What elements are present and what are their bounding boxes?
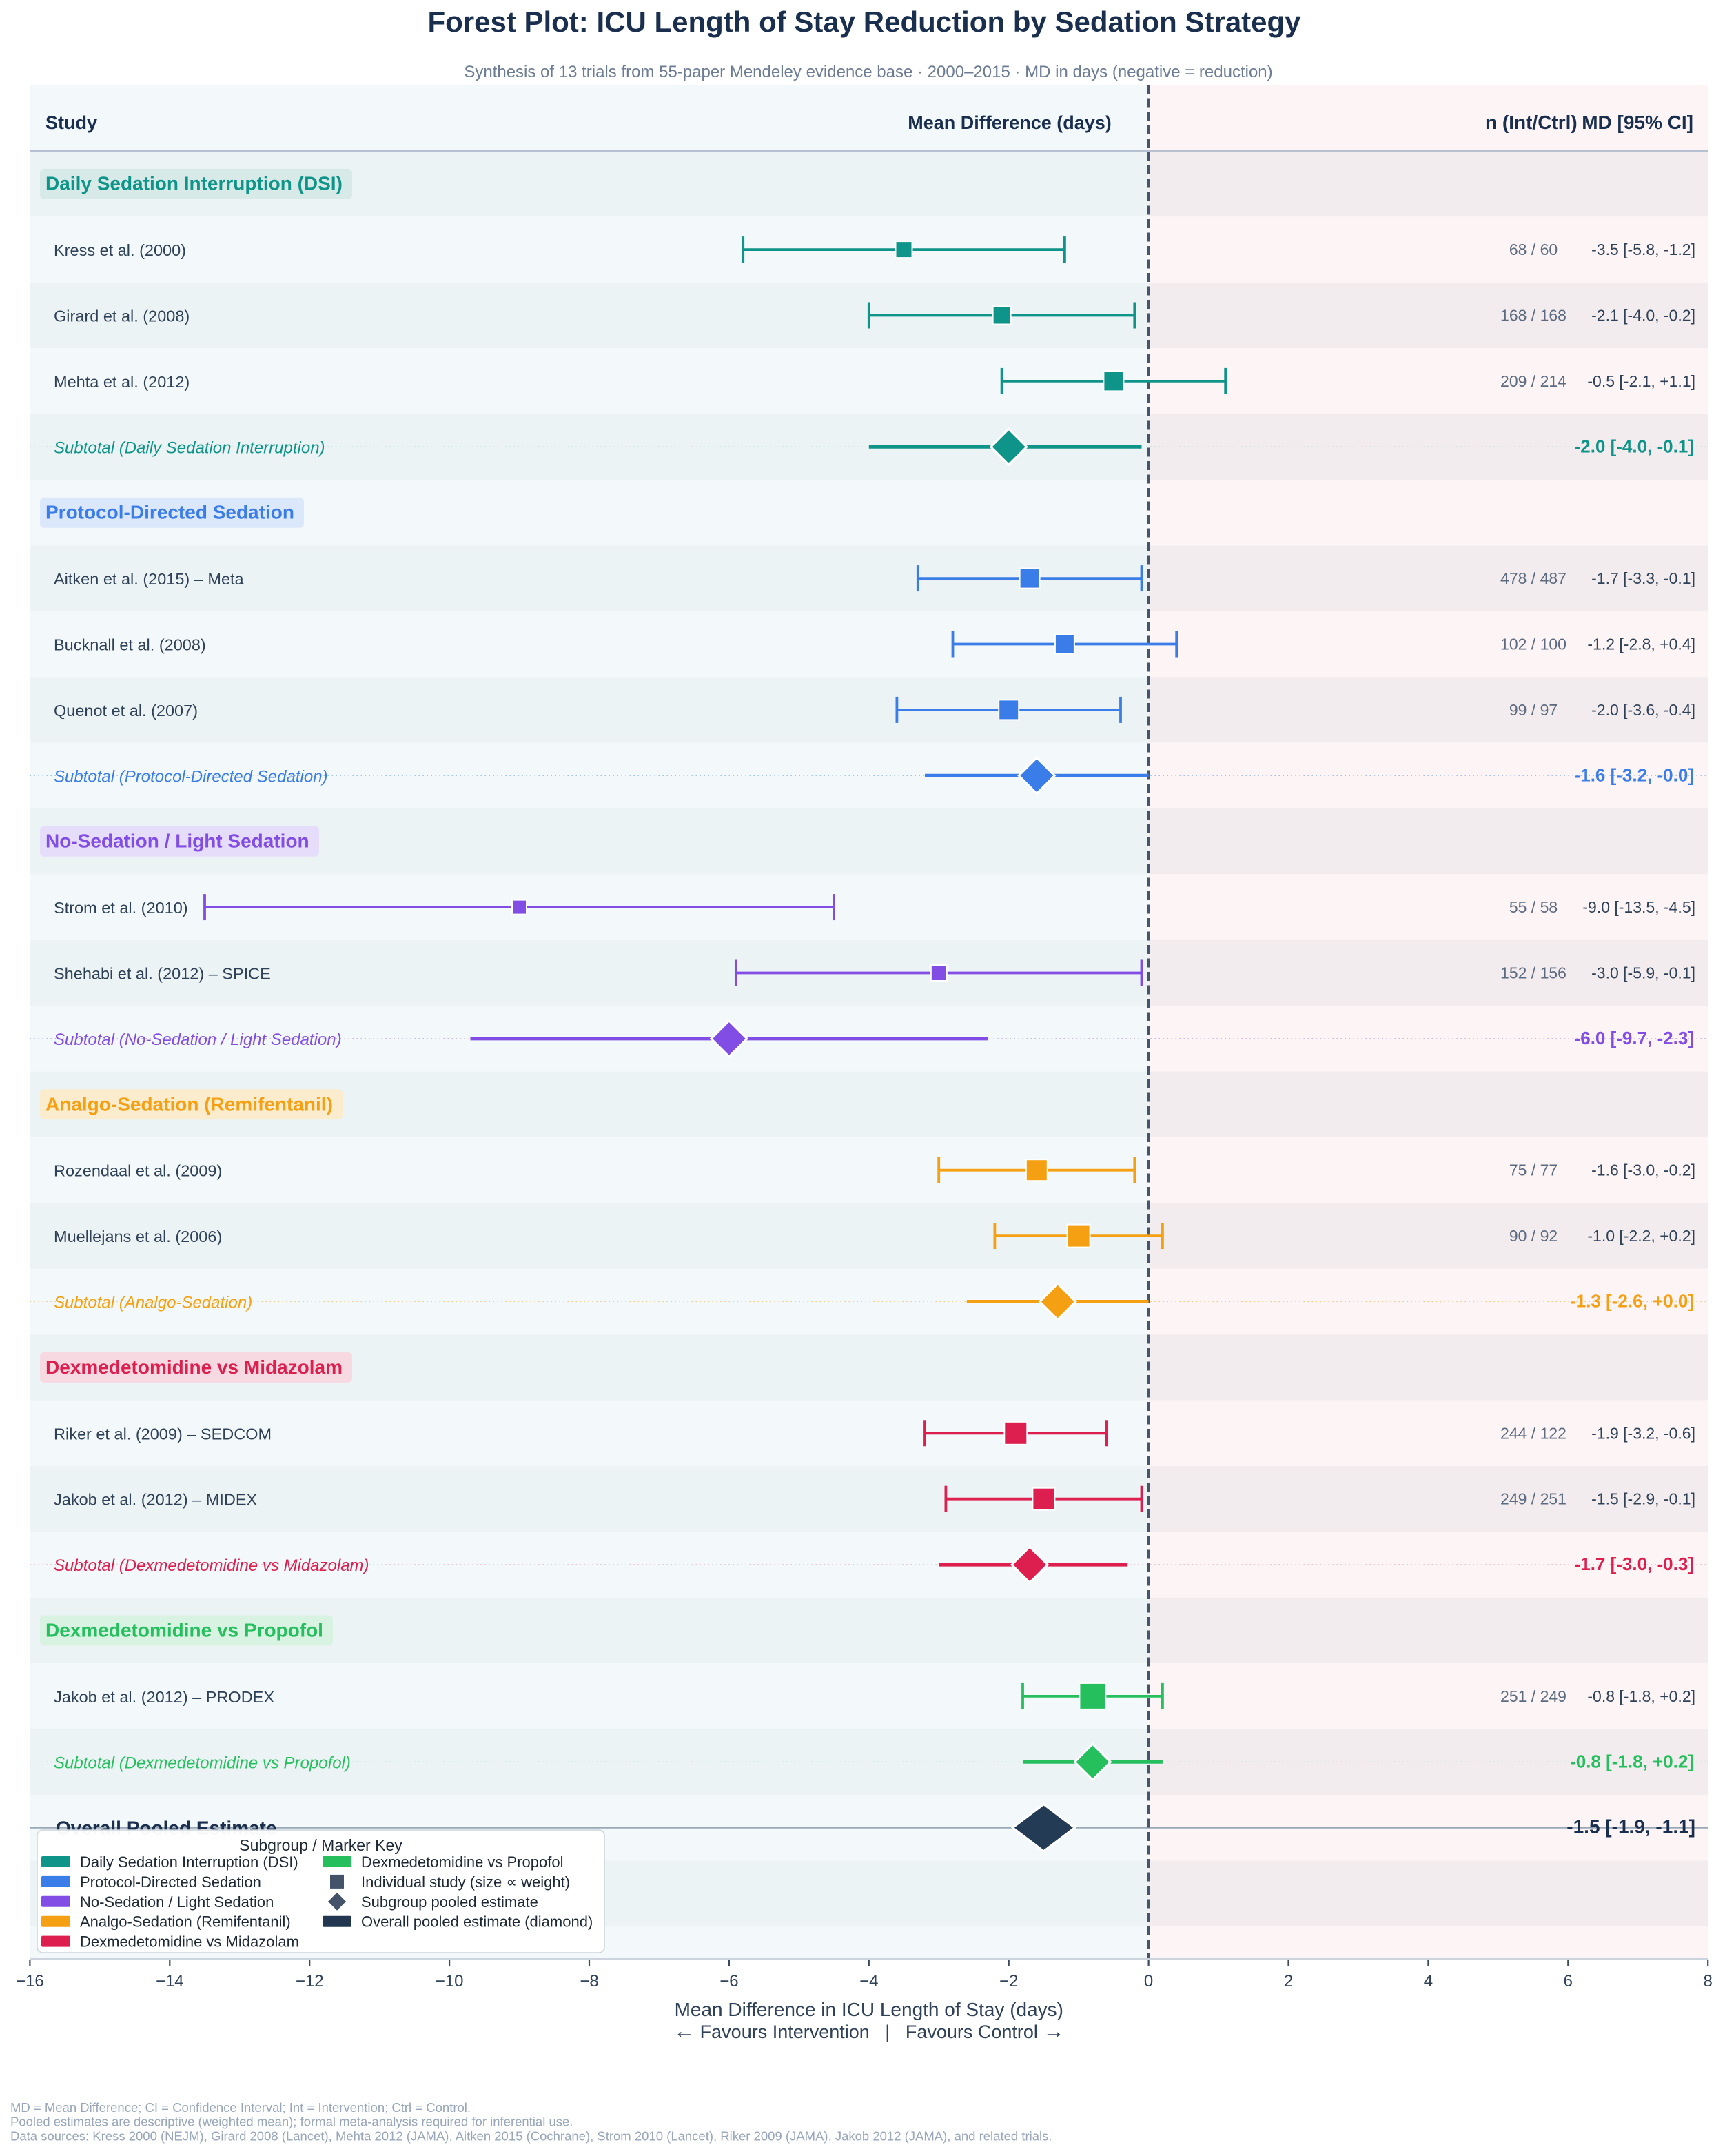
svg-text:−10: −10 [436,1972,464,1991]
svg-text:Muellejans et al. (2006): Muellejans et al. (2006) [54,1228,222,1245]
svg-text:Dexmedetomidine vs Midazolam: Dexmedetomidine vs Midazolam [45,1356,343,1378]
svg-text:Subgroup / Marker Key: Subgroup / Marker Key [239,1836,402,1854]
svg-text:244 / 122: 244 / 122 [1500,1424,1566,1442]
svg-text:Bucknall et al. (2008): Bucknall et al. (2008) [54,636,206,654]
svg-text:Rozendaal et al. (2009): Rozendaal et al. (2009) [54,1162,222,1180]
svg-text:Shehabi et al. (2012) – SPICE: Shehabi et al. (2012) – SPICE [54,965,271,983]
svg-text:Data sources: Kress 2000 (NEJM: Data sources: Kress 2000 (NEJM), Girard … [10,2128,1052,2143]
svg-text:Subtotal (No-Sedation / Light: Subtotal (No-Sedation / Light Sedation) [54,1030,342,1049]
svg-text:Protocol-Directed Sedation: Protocol-Directed Sedation [45,502,294,523]
svg-text:251 / 249: 251 / 249 [1500,1687,1566,1705]
svg-text:Protocol-Directed Sedation: Protocol-Directed Sedation [80,1873,261,1891]
svg-text:249 / 251: 249 / 251 [1500,1490,1566,1508]
svg-text:Individual study (size ∝ weigh: Individual study (size ∝ weight) [361,1873,570,1891]
svg-text:Mehta et al. (2012): Mehta et al. (2012) [54,373,190,391]
svg-text:90 / 92: 90 / 92 [1509,1227,1558,1245]
svg-text:Dexmedetomidine vs Propofol: Dexmedetomidine vs Propofol [361,1853,563,1871]
svg-text:Overall pooled estimate (diamo: Overall pooled estimate (diamond) [361,1913,593,1931]
svg-text:-6.0 [-9.7, -2.3]: -6.0 [-9.7, -2.3] [1575,1028,1694,1048]
svg-text:75 / 77: 75 / 77 [1509,1161,1558,1179]
svg-text:-3.0 [-5.9, -0.1]: -3.0 [-5.9, -0.1] [1591,964,1695,982]
svg-text:-1.9 [-3.2, -0.6]: -1.9 [-3.2, -0.6] [1591,1424,1695,1442]
svg-text:Subtotal (Dexmedetomidine vs P: Subtotal (Dexmedetomidine vs Propofol) [54,1753,351,1772]
svg-text:-0.8 [-1.8, +0.2]: -0.8 [-1.8, +0.2] [1570,1751,1694,1771]
svg-text:No-Sedation / Light Sedation: No-Sedation / Light Sedation [45,831,309,852]
svg-text:6: 6 [1564,1972,1573,1991]
svg-text:−2: −2 [999,1972,1018,1991]
svg-text:Daily Sedation Interruption (D: Daily Sedation Interruption (DSI) [80,1853,298,1871]
svg-text:MD = Mean Difference; CI = Con: MD = Mean Difference; CI = Confidence In… [10,2100,471,2115]
svg-text:-1.2 [-2.8, +0.4]: -1.2 [-2.8, +0.4] [1587,635,1695,653]
svg-text:−8: −8 [580,1972,598,1991]
svg-text:168 / 168: 168 / 168 [1500,307,1566,325]
svg-text:-1.0 [-2.2, +0.2]: -1.0 [-2.2, +0.2] [1587,1227,1695,1245]
svg-text:Strom et al. (2010): Strom et al. (2010) [54,899,188,917]
svg-text:-2.0 [-4.0, -0.1]: -2.0 [-4.0, -0.1] [1575,436,1694,456]
svg-text:Forest Plot: ICU Length of Sta: Forest Plot: ICU Length of Stay Reductio… [427,6,1301,38]
svg-text:-3.5 [-5.8, -1.2]: -3.5 [-5.8, -1.2] [1591,241,1695,258]
svg-text:478 / 487: 478 / 487 [1500,569,1566,587]
svg-text:Quenot et al. (2007): Quenot et al. (2007) [54,702,198,720]
svg-text:-1.5 [-2.9, -0.1]: -1.5 [-2.9, -0.1] [1591,1490,1695,1508]
svg-text:102 / 100: 102 / 100 [1500,635,1566,653]
svg-text:Subtotal (Protocol-Directed Se: Subtotal (Protocol-Directed Sedation) [54,767,328,786]
svg-text:99 / 97: 99 / 97 [1509,701,1558,719]
svg-text:Subtotal (Dexmedetomidine vs M: Subtotal (Dexmedetomidine vs Midazolam) [54,1556,369,1575]
svg-text:Mean Difference (days): Mean Difference (days) [908,112,1112,133]
svg-text:4: 4 [1424,1972,1433,1991]
svg-text:152 / 156: 152 / 156 [1500,964,1566,982]
svg-text:Mean Difference in ICU Length: Mean Difference in ICU Length of Stay (d… [675,1999,1063,2020]
svg-text:Analgo-Sedation (Remifentanil): Analgo-Sedation (Remifentanil) [45,1093,333,1115]
svg-text:Analgo-Sedation (Remifentanil): Analgo-Sedation (Remifentanil) [80,1913,291,1931]
svg-text:Girard et al. (2008): Girard et al. (2008) [54,307,190,325]
svg-text:Subtotal (Analgo-Sedation): Subtotal (Analgo-Sedation) [54,1294,252,1312]
svg-text:Dexmedetomidine vs Propofol: Dexmedetomidine vs Propofol [45,1620,323,1641]
svg-text:68 / 60: 68 / 60 [1509,241,1558,258]
svg-text:Study: Study [45,112,97,133]
svg-text:MD [95% CI]: MD [95% CI] [1582,112,1693,133]
svg-text:-0.5 [-2.1, +1.1]: -0.5 [-2.1, +1.1] [1587,372,1695,390]
svg-text:-2.0 [-3.6, -0.4]: -2.0 [-3.6, -0.4] [1591,701,1695,719]
svg-text:−14: −14 [156,1972,184,1991]
svg-text:No-Sedation / Light Sedation: No-Sedation / Light Sedation [80,1893,274,1911]
svg-text:8: 8 [1704,1972,1713,1991]
svg-text:209 / 214: 209 / 214 [1500,372,1566,390]
svg-text:-9.0 [-13.5, -4.5]: -9.0 [-13.5, -4.5] [1582,898,1695,916]
svg-text:-2.1 [-4.0, -0.2]: -2.1 [-4.0, -0.2] [1591,307,1695,325]
svg-text:n (Int/Ctrl): n (Int/Ctrl) [1485,112,1578,133]
svg-text:−16: −16 [16,1972,44,1991]
svg-text:-1.6 [-3.0, -0.2]: -1.6 [-3.0, -0.2] [1591,1161,1695,1179]
svg-text:-0.8 [-1.8, +0.2]: -0.8 [-1.8, +0.2] [1587,1687,1695,1705]
svg-text:← Favours Intervention | F: ← Favours Intervention | Favours Control… [673,2019,1064,2043]
svg-text:-1.7 [-3.3, -0.1]: -1.7 [-3.3, -0.1] [1591,569,1695,587]
svg-text:Riker et al. (2009) – SEDCOM: Riker et al. (2009) – SEDCOM [54,1425,272,1443]
svg-text:-1.7 [-3.0, -0.3]: -1.7 [-3.0, -0.3] [1575,1554,1694,1574]
svg-text:Subgroup pooled estimate: Subgroup pooled estimate [361,1893,538,1911]
svg-text:0: 0 [1144,1972,1153,1991]
svg-text:Pooled estimates are descripti: Pooled estimates are descriptive (weight… [10,2115,573,2129]
svg-text:−6: −6 [719,1972,738,1991]
svg-text:−4: −4 [859,1972,878,1991]
svg-text:−12: −12 [296,1972,324,1991]
svg-text:Dexmedetomidine vs Midazolam: Dexmedetomidine vs Midazolam [80,1933,299,1951]
svg-text:-1.3 [-2.6, +0.0]: -1.3 [-2.6, +0.0] [1570,1291,1694,1312]
svg-text:Aitken et al. (2015) – Meta: Aitken et al. (2015) – Meta [54,570,245,588]
svg-text:-1.5 [-1.9, -1.1]: -1.5 [-1.9, -1.1] [1566,1816,1695,1838]
svg-text:Synthesis of 13 trials from 55: Synthesis of 13 trials from 55-paper Men… [464,63,1272,81]
svg-text:Subtotal (Daily Sedation Inter: Subtotal (Daily Sedation Interruption) [54,438,325,457]
svg-text:-1.6 [-3.2, -0.0]: -1.6 [-3.2, -0.0] [1575,764,1694,785]
svg-text:Jakob et al. (2012) – PRODEX: Jakob et al. (2012) – PRODEX [54,1688,274,1706]
svg-text:2: 2 [1284,1972,1293,1991]
svg-text:Daily Sedation Interruption (D: Daily Sedation Interruption (DSI) [45,173,343,194]
svg-text:Jakob et al. (2012) – MIDEX: Jakob et al. (2012) – MIDEX [54,1491,258,1509]
svg-text:Kress et al. (2000): Kress et al. (2000) [54,241,186,259]
svg-text:55 / 58: 55 / 58 [1509,898,1558,916]
